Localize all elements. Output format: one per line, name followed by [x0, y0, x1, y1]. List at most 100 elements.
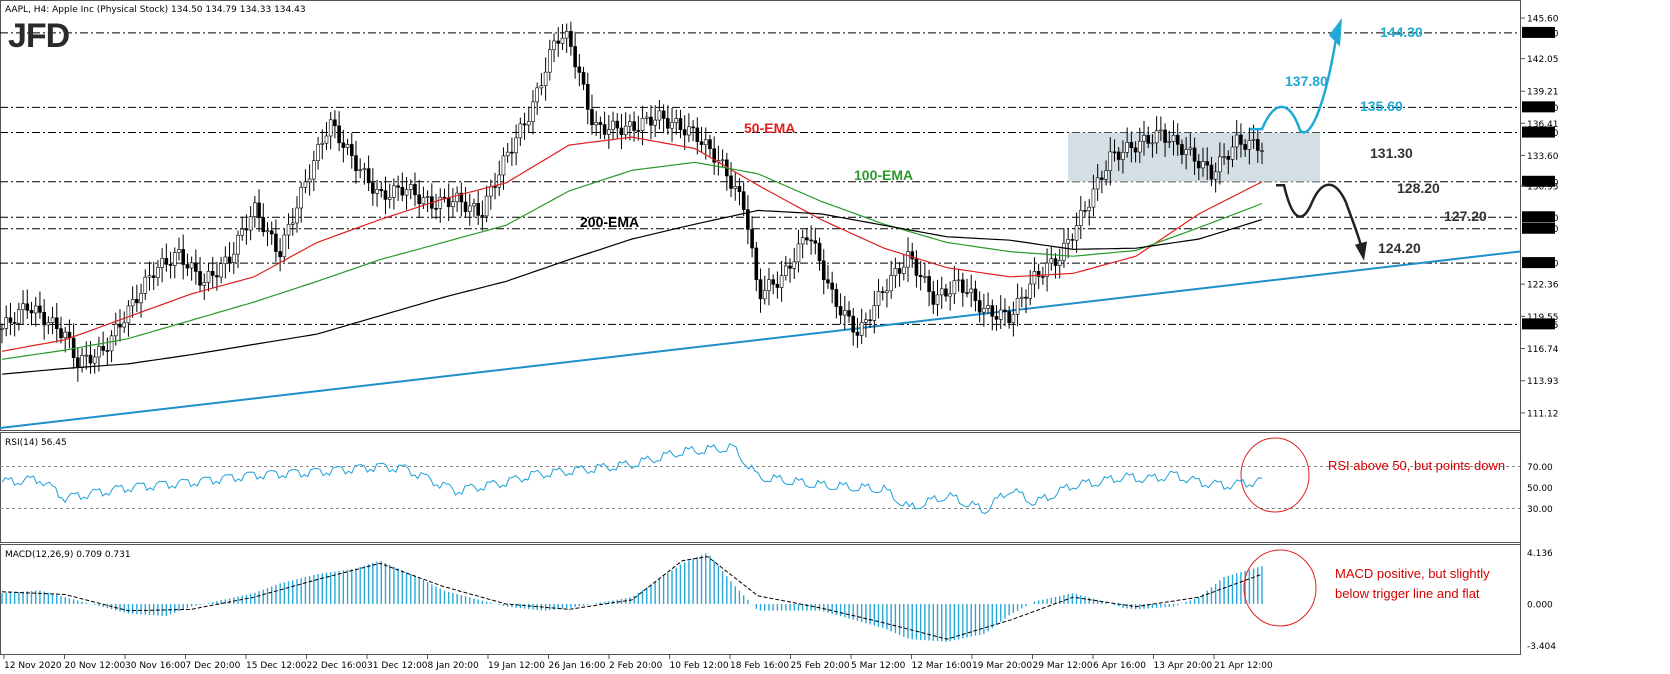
candle-body	[1129, 142, 1134, 149]
candle-body	[986, 305, 990, 309]
candle-body	[362, 168, 367, 171]
candle-body	[855, 331, 860, 336]
candle-body	[12, 322, 17, 324]
candle-body	[303, 181, 308, 188]
candle-body	[404, 189, 409, 196]
candle-body	[661, 110, 666, 119]
candle-body	[76, 357, 80, 368]
candle-body	[312, 160, 316, 180]
candle-body	[969, 288, 974, 294]
rsi-tick-label: 50.00	[1527, 484, 1553, 494]
candle-body	[341, 142, 346, 148]
price-tick-label: 139.21	[1527, 88, 1559, 98]
candle-body	[691, 126, 695, 129]
candle-body	[1184, 149, 1188, 155]
candle-body	[206, 270, 211, 283]
candle-body	[253, 202, 257, 217]
candle-body	[821, 260, 826, 281]
price-tag-bg	[1522, 257, 1555, 269]
time-tick-label: 15 Dec 12:00	[246, 661, 307, 671]
candle-body	[864, 319, 868, 323]
candle-body	[185, 264, 190, 269]
target-137-80: 137.80	[1285, 73, 1328, 89]
time-tick-label: 12 Nov 2020	[4, 661, 62, 671]
candle-body	[172, 252, 177, 266]
price-levels	[0, 32, 1520, 325]
candle-body	[4, 317, 9, 329]
candle-body	[977, 300, 982, 313]
candle-body	[526, 121, 531, 126]
candle-body	[678, 118, 683, 130]
candle-body	[501, 155, 506, 176]
price-axis: 145.60 144.30 142.05 139.21 137.80 136.41135.…	[1520, 15, 1559, 419]
candle-body	[337, 125, 341, 144]
candle-body	[518, 123, 523, 139]
candle-body	[834, 289, 839, 307]
candle-body	[906, 251, 910, 268]
candle-body	[139, 293, 143, 304]
candle-body	[564, 31, 569, 39]
candle-body	[885, 290, 889, 293]
candle-body	[573, 46, 577, 68]
candle-body	[1260, 150, 1264, 152]
candle-body	[543, 71, 548, 87]
candle-body	[1036, 271, 1041, 277]
candle-body	[897, 268, 902, 274]
macd-highlight-circle	[1243, 549, 1317, 627]
candle-body	[670, 122, 674, 129]
candle-body	[733, 186, 738, 189]
time-tick-label: 20 Nov 12:00	[65, 661, 126, 671]
candle-body	[699, 141, 704, 145]
candle-body	[219, 263, 223, 278]
candle-body	[602, 124, 607, 135]
candle-body	[1028, 283, 1033, 299]
candle-body	[261, 217, 266, 233]
candle-body	[640, 118, 645, 131]
candle-body	[859, 322, 864, 336]
candle-body	[522, 123, 527, 126]
macd-title: MACD(12,26,9) 0.709 0.731	[5, 550, 131, 560]
candle-body	[358, 169, 362, 172]
candle-body	[210, 270, 215, 276]
panel-frames	[0, 0, 1521, 655]
candle-body	[902, 266, 906, 274]
candle-body	[1087, 206, 1092, 212]
candle-body	[843, 310, 847, 316]
candle-body	[838, 306, 843, 316]
candle-body	[1070, 239, 1075, 241]
time-axis: 12 Nov 2020 20 Nov 12:00 30 Nov 16:00 7 Dec…	[3, 655, 1273, 671]
candle-body	[17, 309, 21, 324]
candle-body	[126, 305, 131, 324]
candle-body	[467, 205, 472, 212]
time-tick-label: 19 Mar 20:00	[972, 661, 1032, 671]
candle-body	[92, 356, 97, 364]
ema-200-EMA	[1, 209, 1263, 375]
candle-body	[38, 305, 42, 313]
candle-body	[109, 335, 114, 352]
candle-body	[687, 126, 691, 136]
candle-body	[548, 49, 552, 73]
macd-panel: 4.136 0.000 -3.404	[1, 549, 1556, 652]
candle-body	[682, 129, 687, 136]
candle-body	[703, 139, 708, 145]
candle-body	[539, 85, 544, 89]
support-trendline	[0, 250, 1521, 429]
candle-body	[948, 293, 952, 297]
candle-body	[762, 290, 767, 300]
candle-body	[189, 262, 194, 269]
candle-body	[1196, 160, 1201, 169]
candle-body	[1057, 260, 1062, 266]
time-tick-label: 31 Dec 12:00	[367, 661, 428, 671]
candle-body	[779, 275, 784, 288]
candle-body	[1078, 210, 1083, 226]
candle-body	[552, 40, 556, 50]
candle-body	[1180, 144, 1184, 155]
candle-body	[227, 256, 232, 263]
candle-body	[729, 175, 733, 189]
candle-body	[316, 144, 320, 161]
rsi-highlight-circle	[1240, 437, 1310, 513]
candle-body	[649, 116, 653, 126]
price-tick-label: 145.60	[1527, 15, 1559, 25]
candle-body	[1108, 151, 1113, 172]
